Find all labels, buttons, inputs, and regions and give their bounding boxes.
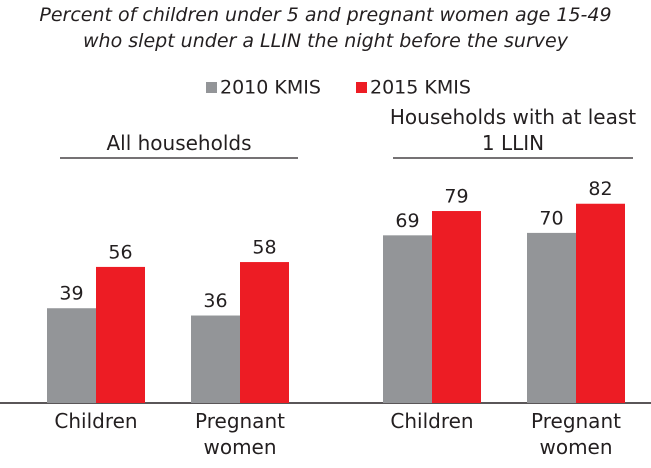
legend-swatch bbox=[206, 82, 217, 93]
category-label: Pregnant women bbox=[531, 409, 621, 459]
bar bbox=[432, 211, 481, 403]
bar bbox=[383, 235, 432, 403]
bar bbox=[47, 308, 96, 403]
legend-label: 2015 KMIS bbox=[370, 77, 471, 99]
value-label: 56 bbox=[108, 241, 132, 263]
title-line: Percent of children under 5 and pregnant… bbox=[39, 4, 612, 26]
value-label: 39 bbox=[59, 283, 83, 305]
title-line: who slept under a LLIN the night before … bbox=[83, 30, 568, 52]
bar bbox=[240, 262, 289, 403]
bar bbox=[96, 266, 145, 403]
value-label: 79 bbox=[444, 186, 468, 208]
bar bbox=[191, 315, 240, 403]
category-label: Children bbox=[390, 409, 474, 433]
value-label: 36 bbox=[203, 290, 227, 312]
category-label: Children bbox=[54, 409, 138, 433]
group-title: Households with at least 1 LLIN bbox=[389, 105, 637, 155]
legend-swatch bbox=[356, 82, 367, 93]
category-label: Pregnant women bbox=[195, 409, 285, 459]
group-title: All households bbox=[106, 131, 252, 155]
value-label: 69 bbox=[395, 210, 419, 232]
bar bbox=[527, 232, 576, 403]
value-label: 70 bbox=[539, 207, 563, 229]
legend-label: 2010 KMIS bbox=[220, 77, 321, 99]
bar bbox=[576, 203, 625, 403]
value-label: 82 bbox=[588, 178, 612, 200]
value-label: 58 bbox=[252, 237, 276, 259]
